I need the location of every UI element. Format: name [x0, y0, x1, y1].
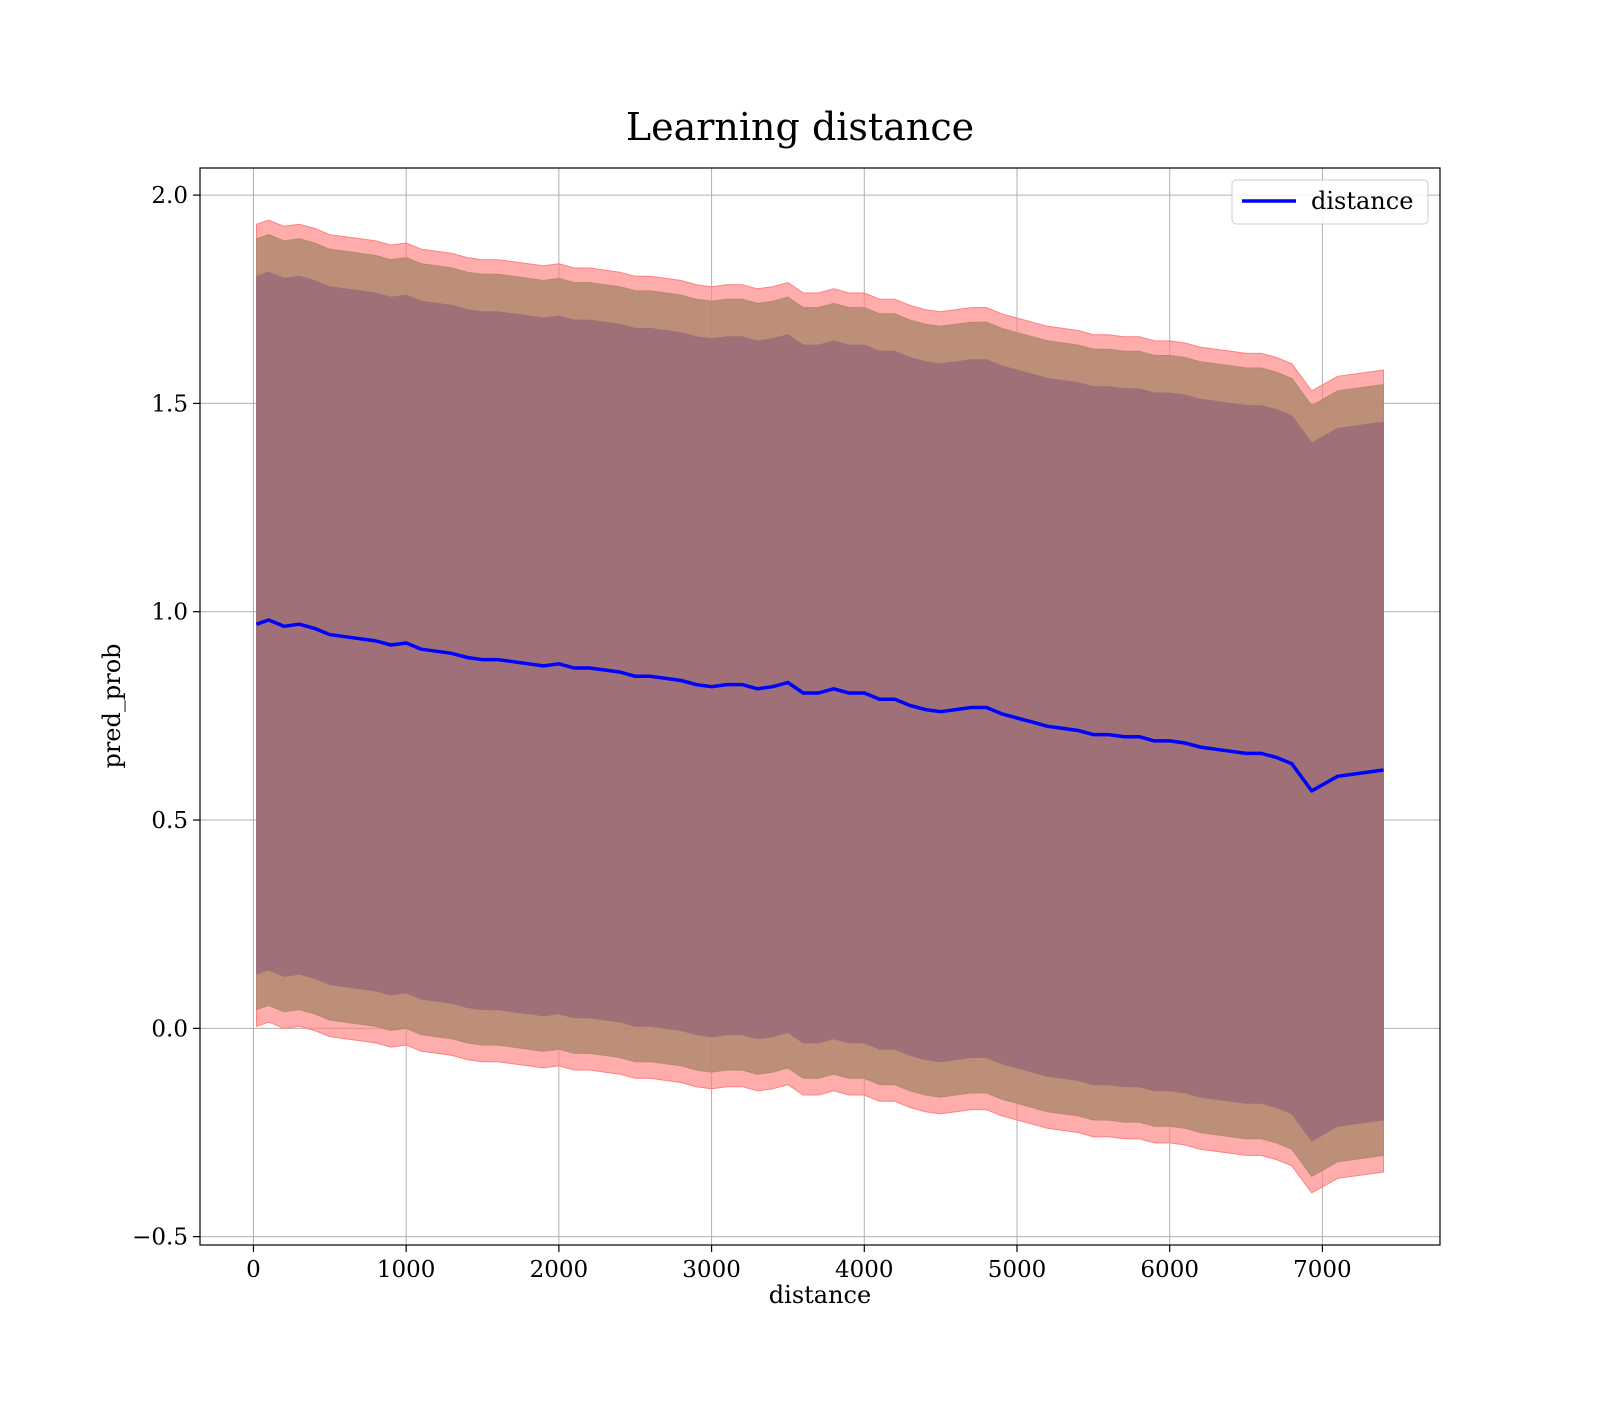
- x-tick-label: 6000: [1140, 1257, 1199, 1283]
- series-line-distance: [255, 618, 1384, 793]
- legend-label-distance: distance: [1311, 187, 1413, 215]
- x-tick-label: 5000: [988, 1257, 1047, 1283]
- plot-frame: [199, 167, 1441, 1246]
- legend: distance: [1231, 179, 1429, 225]
- tick-layer: 0 1000 2000 3000 4000 5000 6000 7000 −0.5 0.0 0.5 1…: [132, 183, 1352, 1283]
- y-tick-label: 0.0: [151, 1016, 188, 1042]
- band-inner: [256, 271, 1384, 1142]
- y-tick-label: 2.0: [151, 183, 188, 209]
- y-tick-label: −0.5: [132, 1225, 188, 1251]
- chart-title: Learning distance: [626, 105, 974, 149]
- band-layer: [256, 219, 1384, 1194]
- y-tick-label: 1.0: [151, 600, 188, 626]
- x-tick-label: 2000: [530, 1257, 589, 1283]
- line-layer: [255, 618, 1384, 793]
- y-tick-label: 0.5: [151, 808, 188, 834]
- x-tick-label: 7000: [1293, 1257, 1352, 1283]
- x-axis-label: distance: [769, 1281, 871, 1309]
- x-tick-label: 1000: [377, 1257, 436, 1283]
- y-axis-label: pred_prob: [98, 643, 126, 768]
- x-tick-label: 4000: [835, 1257, 894, 1283]
- y-tick-label: 1.5: [151, 391, 188, 417]
- x-tick-label: 0: [246, 1257, 261, 1283]
- legend-box: [1231, 179, 1429, 225]
- x-tick-label: 3000: [682, 1257, 741, 1283]
